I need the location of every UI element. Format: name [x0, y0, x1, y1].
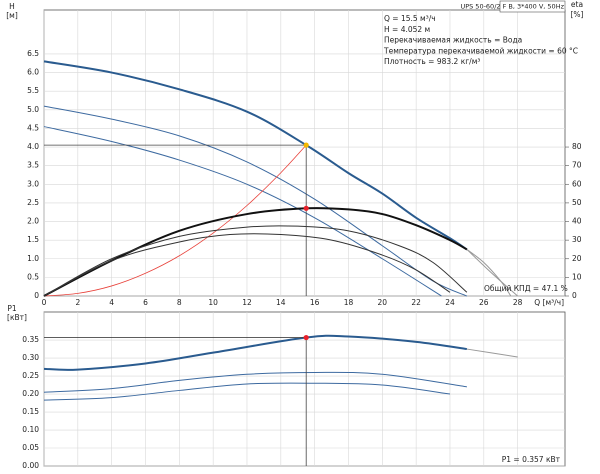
- y-tick-label: 0.00: [22, 461, 39, 470]
- x-tick-label: 20: [378, 298, 388, 307]
- y-tick-label: 0.25: [22, 371, 39, 380]
- y-tick-label: 2.0: [27, 217, 39, 226]
- x-tick-label: 4: [109, 298, 114, 307]
- info-line: Q = 15.5 м³/ч: [384, 14, 436, 23]
- x-tick-label: 0: [42, 298, 47, 307]
- x-tick-label: 14: [276, 298, 286, 307]
- info-header-box: [499, 0, 566, 13]
- x-axis-label: Q [м³/ч]: [534, 298, 564, 307]
- plot-frame: [43, 311, 566, 467]
- info-line: Температура перекачиваемой жидкости = 60…: [383, 46, 578, 55]
- y-tick-label: 4.5: [27, 123, 39, 132]
- operating-point: [303, 205, 309, 211]
- curve: [43, 105, 468, 297]
- y-tick-label: 0.10: [22, 425, 39, 434]
- curve: [43, 371, 467, 393]
- curve: [43, 334, 468, 371]
- y-tick-label: 6.0: [27, 68, 39, 77]
- power-note: P1 = 0.357 кВт: [502, 455, 561, 464]
- x-tick-label: 22: [411, 298, 421, 307]
- curve: [43, 225, 468, 297]
- y2-tick-label: 40: [572, 217, 582, 226]
- curve: [43, 144, 307, 297]
- x-tick-label: 6: [143, 298, 148, 307]
- info-line: Плотность = 983.2 кг/м³: [384, 57, 480, 66]
- y-tick-label: 1.0: [27, 254, 39, 263]
- x-tick-label: 2: [75, 298, 80, 307]
- y2-tick-label: 70: [572, 161, 582, 170]
- y2-tick-label: 60: [572, 179, 582, 188]
- y2-tick-label: 50: [572, 198, 582, 207]
- y-tick-label: 3.0: [27, 179, 39, 188]
- curve: [466, 249, 512, 297]
- curve: [466, 348, 518, 358]
- curve: [43, 233, 451, 297]
- y-tick-label: 0.30: [22, 353, 39, 362]
- x-tick-label: 16: [310, 298, 320, 307]
- y2-tick-label: 20: [572, 254, 582, 263]
- y-tick-label: 3.5: [27, 161, 39, 170]
- y-tick-label: 0.05: [22, 443, 39, 452]
- y2-axis-label: eta: [571, 0, 583, 9]
- y-axis-unit: [м]: [6, 11, 18, 20]
- y-tick-label: 0.35: [22, 335, 39, 344]
- y-tick-label: 0.15: [22, 407, 39, 416]
- y-tick-label: 2.5: [27, 198, 39, 207]
- x-tick-label: 10: [208, 298, 218, 307]
- operating-point: [303, 142, 309, 148]
- x-tick-label: 28: [513, 298, 523, 307]
- y-tick-label: 0: [34, 291, 39, 300]
- y-tick-label: 1.5: [27, 235, 39, 244]
- curve: [43, 60, 468, 251]
- y-tick-label: 0.5: [27, 272, 39, 281]
- y-axis-unit: [кВт]: [7, 313, 27, 322]
- operating-point: [303, 334, 309, 341]
- x-tick-label: 12: [242, 298, 252, 307]
- y2-tick-label: 30: [572, 235, 582, 244]
- y-tick-label: 5.0: [27, 105, 39, 114]
- y2-tick-label: 80: [572, 142, 582, 151]
- y-tick-label: 5.5: [27, 86, 39, 95]
- y-tick-label: 0.20: [22, 389, 39, 398]
- curve: [43, 207, 468, 297]
- y-axis-label: P1: [7, 304, 17, 313]
- x-tick-label: 24: [445, 298, 455, 307]
- efficiency-note: Общий КПД = 47.1 %: [484, 284, 568, 293]
- info-header: UPS 50-60/2 F B, 3*400 V, 50Hz: [460, 3, 564, 11]
- x-tick-label: 26: [479, 298, 489, 307]
- curve: [43, 382, 451, 401]
- y-axis-label: H: [9, 2, 15, 11]
- y2-axis-unit: [%]: [571, 10, 584, 19]
- info-line: Перекачиваемая жидкость = Вода: [384, 36, 522, 45]
- y-tick-label: 6.5: [27, 49, 39, 58]
- info-line: H = 4.052 м: [384, 25, 430, 34]
- y-tick-label: 4.0: [27, 142, 39, 151]
- x-tick-label: 18: [344, 298, 354, 307]
- y2-tick-label: 0: [572, 291, 577, 300]
- curve: [466, 249, 518, 297]
- y2-tick-label: 10: [572, 272, 582, 281]
- curve: [43, 126, 442, 297]
- x-tick-label: 8: [177, 298, 182, 307]
